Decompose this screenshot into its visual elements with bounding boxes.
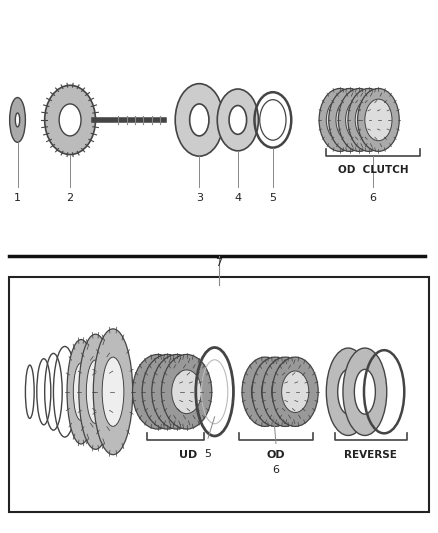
Ellipse shape	[132, 354, 183, 429]
Text: 5: 5	[205, 449, 212, 459]
Ellipse shape	[229, 106, 247, 134]
Text: REVERSE: REVERSE	[344, 450, 396, 461]
Ellipse shape	[326, 348, 370, 435]
Ellipse shape	[10, 98, 25, 142]
Ellipse shape	[319, 88, 360, 151]
Ellipse shape	[252, 357, 298, 426]
Ellipse shape	[79, 334, 112, 449]
Ellipse shape	[328, 88, 370, 151]
Ellipse shape	[152, 370, 182, 414]
Ellipse shape	[272, 371, 299, 413]
Ellipse shape	[346, 99, 373, 141]
Text: 1: 1	[14, 193, 21, 203]
Ellipse shape	[343, 348, 387, 435]
Text: OD: OD	[267, 450, 285, 461]
Text: 2: 2	[67, 193, 74, 203]
Ellipse shape	[102, 357, 124, 426]
Ellipse shape	[355, 99, 382, 141]
Ellipse shape	[272, 357, 318, 426]
Ellipse shape	[282, 371, 309, 413]
Ellipse shape	[15, 113, 20, 127]
Ellipse shape	[45, 85, 95, 155]
Ellipse shape	[365, 99, 392, 141]
Ellipse shape	[172, 370, 201, 414]
Ellipse shape	[162, 370, 192, 414]
Ellipse shape	[261, 371, 289, 413]
Ellipse shape	[251, 371, 279, 413]
Ellipse shape	[175, 84, 223, 156]
Ellipse shape	[67, 340, 95, 444]
Ellipse shape	[73, 363, 89, 421]
Text: OD  CLUTCH: OD CLUTCH	[338, 165, 409, 175]
Ellipse shape	[142, 354, 193, 429]
Ellipse shape	[338, 369, 359, 414]
Ellipse shape	[242, 357, 288, 426]
Text: 3: 3	[196, 193, 203, 203]
Ellipse shape	[348, 88, 389, 151]
Ellipse shape	[217, 89, 258, 151]
Ellipse shape	[357, 88, 399, 151]
Ellipse shape	[190, 104, 209, 136]
Text: 6: 6	[272, 465, 279, 475]
Ellipse shape	[93, 329, 133, 455]
Ellipse shape	[354, 369, 375, 414]
Text: 7: 7	[215, 258, 223, 268]
Text: 4: 4	[234, 193, 241, 203]
Bar	[9, 277, 429, 512]
Ellipse shape	[338, 88, 380, 151]
Ellipse shape	[143, 370, 173, 414]
Ellipse shape	[59, 104, 81, 136]
Text: 5: 5	[269, 193, 276, 203]
Ellipse shape	[161, 354, 212, 429]
Ellipse shape	[86, 360, 105, 423]
Ellipse shape	[336, 99, 363, 141]
Text: UD: UD	[179, 450, 198, 461]
Ellipse shape	[152, 354, 202, 429]
Ellipse shape	[262, 357, 308, 426]
Ellipse shape	[326, 99, 353, 141]
Text: 6: 6	[370, 193, 377, 203]
